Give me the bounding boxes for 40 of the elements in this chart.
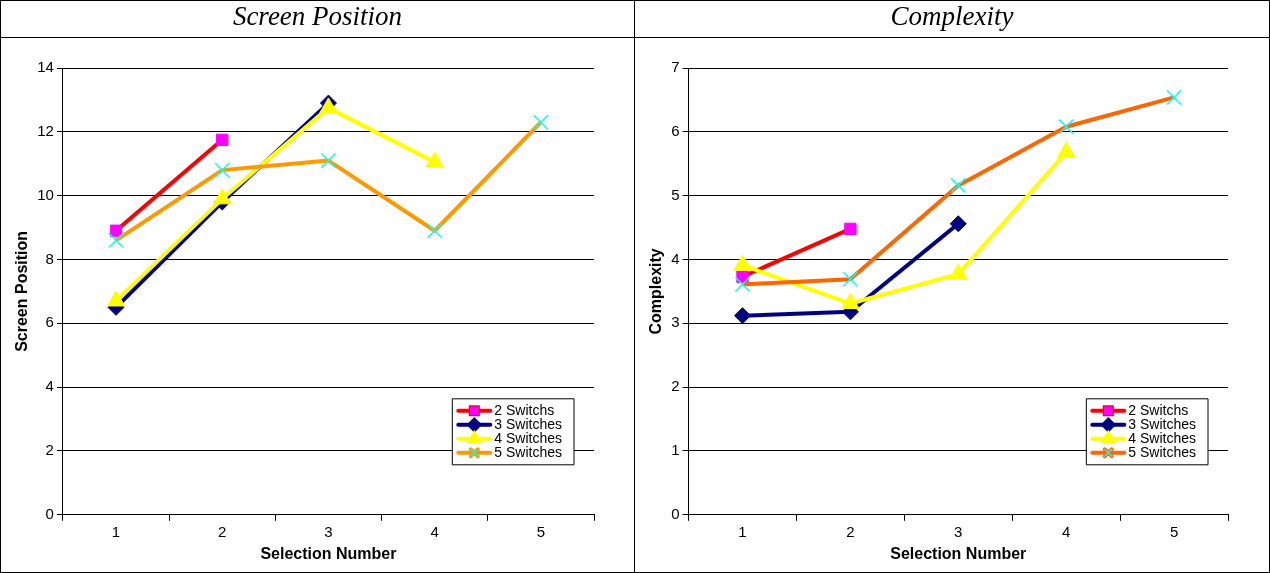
x-tick-label: 3: [324, 522, 333, 540]
y-tick-label: 0: [45, 504, 54, 522]
y-tick-label: 14: [37, 58, 54, 76]
x-tick-label: 1: [738, 522, 747, 540]
x-tick-label: 3: [954, 522, 963, 540]
y-tick-label: 5: [671, 185, 680, 203]
legend-label: 3 Switches: [494, 415, 563, 432]
y-tick-label: 8: [45, 249, 54, 267]
x-tick-label: 4: [430, 522, 439, 540]
y-tick-label: 12: [37, 121, 54, 139]
x-tick-label: 1: [111, 522, 121, 540]
y-tick-label: 7: [671, 58, 680, 76]
legend-label: 2 Switchs: [1128, 401, 1189, 418]
y-tick-label: 1: [671, 441, 680, 459]
legend-label: 5 Switches: [1128, 443, 1197, 460]
chart-title: Screen Position: [1, 1, 634, 38]
chart-title: Complexity: [635, 1, 1269, 38]
x-tick-label: 5: [1169, 522, 1179, 540]
x-axis-title: Selection Number: [260, 544, 397, 562]
legend-label: 5 Switches: [494, 443, 563, 460]
y-tick-label: 4: [45, 377, 54, 395]
y-tick-label: 2: [45, 441, 54, 459]
x-tick-label: 2: [846, 522, 855, 540]
x-tick-label: 2: [218, 522, 227, 540]
y-tick-label: 6: [671, 121, 680, 139]
legend-label: 4 Switches: [494, 429, 563, 446]
x-axis-title: Selection Number: [890, 544, 1027, 562]
legend-label: 2 Switchs: [494, 401, 555, 418]
legend-label: 3 Switches: [1128, 415, 1197, 432]
y-tick-label: 0: [671, 504, 680, 522]
x-tick-label: 4: [1061, 522, 1071, 540]
y-axis-title: Screen Position: [13, 230, 31, 352]
y-axis-title: Complexity: [647, 248, 665, 335]
y-tick-label: 10: [37, 185, 54, 203]
y-tick-label: 4: [671, 249, 680, 267]
y-tick-label: 3: [671, 313, 680, 331]
y-tick-label: 6: [45, 313, 54, 331]
x-tick-label: 5: [536, 522, 546, 540]
y-tick-label: 2: [671, 377, 680, 395]
legend-label: 4 Switches: [1128, 429, 1197, 446]
